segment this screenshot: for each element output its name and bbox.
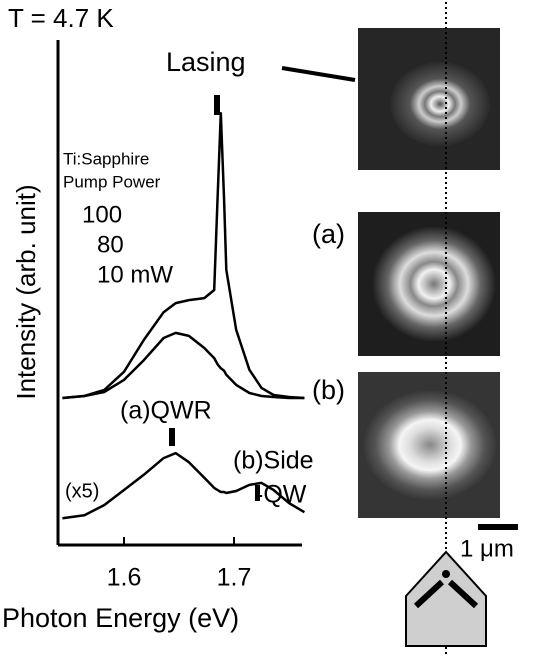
annotation: 80	[97, 231, 124, 258]
image-b-spot	[362, 389, 498, 501]
annotation: (a)QWR	[120, 397, 212, 425]
lasing-pointer	[282, 68, 355, 80]
x-axis-label: Photon Energy (eV)	[2, 603, 239, 633]
y-axis-label: Intensity (arb. unit)	[11, 184, 41, 399]
spectrum-line	[62, 333, 304, 398]
lasing-marker	[214, 95, 220, 115]
annotation: Pump Power	[63, 172, 161, 191]
series-label: 100	[82, 201, 122, 228]
title: T = 4.7 K	[8, 3, 114, 33]
x-tick-label: 1.6	[107, 564, 142, 592]
annotation: Lasing	[166, 47, 246, 77]
scale-bar	[478, 524, 518, 530]
annotation: (a)	[312, 219, 345, 249]
sample-schematic	[406, 552, 486, 646]
annotation: (b)	[312, 375, 345, 405]
schematic-dot	[442, 570, 450, 578]
series-label: (x5)	[65, 480, 99, 502]
annotation: (b)Side	[233, 447, 314, 475]
figure: T = 4.7 K Intensity (arb. unit) Photon E…	[0, 0, 543, 656]
series-label: 10 mW	[97, 261, 173, 288]
qwr-marker	[169, 428, 175, 446]
annotation: Ti:Sapphire	[63, 149, 149, 168]
lasing-spot	[390, 62, 490, 146]
x-tick-label: 1.7	[217, 564, 252, 592]
annotation: 1 μm	[460, 535, 514, 562]
image-a-spot	[372, 226, 496, 342]
